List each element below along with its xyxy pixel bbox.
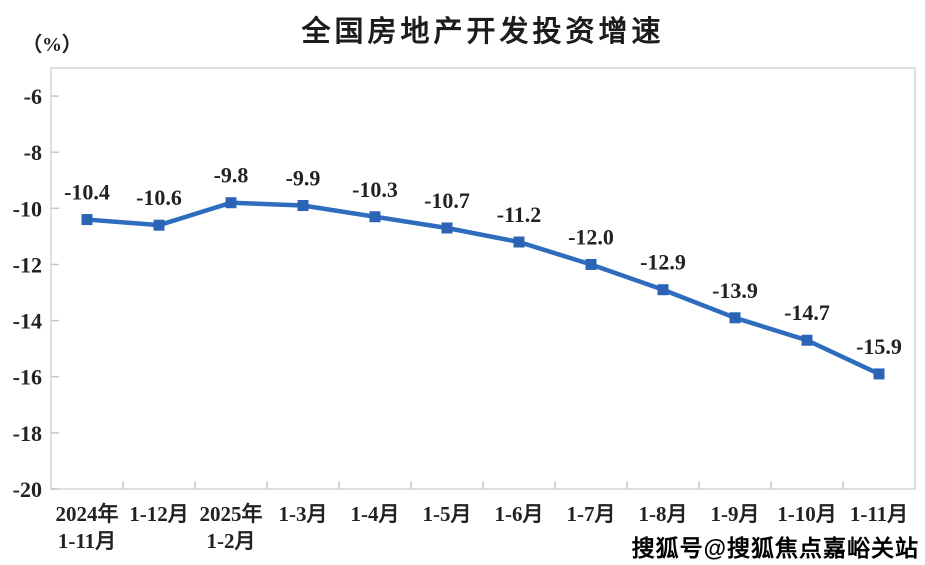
data-point-label: -10.6 (136, 185, 182, 210)
data-point-label: -15.9 (856, 334, 902, 359)
data-point-label: -10.7 (424, 188, 470, 213)
y-axis-unit-label: （%） (22, 34, 82, 56)
data-point-marker (153, 219, 165, 231)
x-axis-category-label: 2025年 1-2月 (200, 502, 263, 553)
data-point-marker (369, 211, 381, 223)
data-point-label: -10.4 (64, 180, 110, 205)
y-axis-tick-label: -16 (13, 365, 42, 390)
data-point-marker (873, 368, 885, 380)
data-point-marker (81, 214, 93, 226)
x-axis-category-label: 2024年 1-11月 (56, 502, 119, 553)
data-point-label: -14.7 (784, 300, 830, 325)
data-point-label: -11.2 (497, 202, 542, 227)
data-point-label: -12.9 (640, 250, 686, 275)
x-axis-category-label: 1-10月 (777, 502, 837, 526)
data-point-marker (225, 197, 237, 209)
data-point-label: -9.8 (214, 163, 249, 188)
y-axis-tick-label: -20 (13, 477, 42, 502)
data-point-label: -10.3 (352, 177, 398, 202)
y-axis-tick-label: -8 (24, 140, 42, 165)
data-point-marker (657, 284, 669, 296)
y-axis-tick-label: -18 (13, 421, 42, 446)
x-axis-category-label: 1-12月 (129, 502, 189, 526)
series-line (84, 200, 882, 377)
data-point-label: -12.0 (568, 224, 614, 249)
x-axis-category-label: 1-5月 (423, 502, 472, 526)
y-axis-tick-label: -10 (13, 196, 42, 221)
data-point-marker (801, 334, 813, 346)
data-point-marker (441, 222, 453, 234)
data-point-label: -9.9 (286, 166, 321, 191)
x-axis-category-label: 1-8月 (639, 502, 688, 526)
y-axis-tick-label: -14 (13, 309, 42, 334)
watermark: 搜狐号@搜狐焦点嘉峪关站 (631, 535, 919, 561)
x-axis-category-label: 1-9月 (711, 502, 760, 526)
data-point-label: -13.9 (712, 278, 758, 303)
data-point-marker (585, 258, 597, 270)
y-axis-tick-label: -6 (24, 84, 42, 109)
x-axis-category-label: 1-11月 (850, 502, 908, 526)
data-point-marker (513, 236, 525, 248)
x-axis-category-label: 1-6月 (495, 502, 544, 526)
chart-title: 全国房地产开发投资增速 (301, 16, 665, 48)
y-axis-tick-label: -12 (13, 252, 42, 277)
data-point-marker (729, 312, 741, 324)
x-axis-category-label: 1-7月 (567, 502, 616, 526)
x-axis-category-label: 1-4月 (351, 502, 400, 526)
plot-border (50, 67, 916, 490)
data-point-marker (297, 200, 309, 212)
x-axis-category-label: 1-3月 (279, 502, 328, 526)
